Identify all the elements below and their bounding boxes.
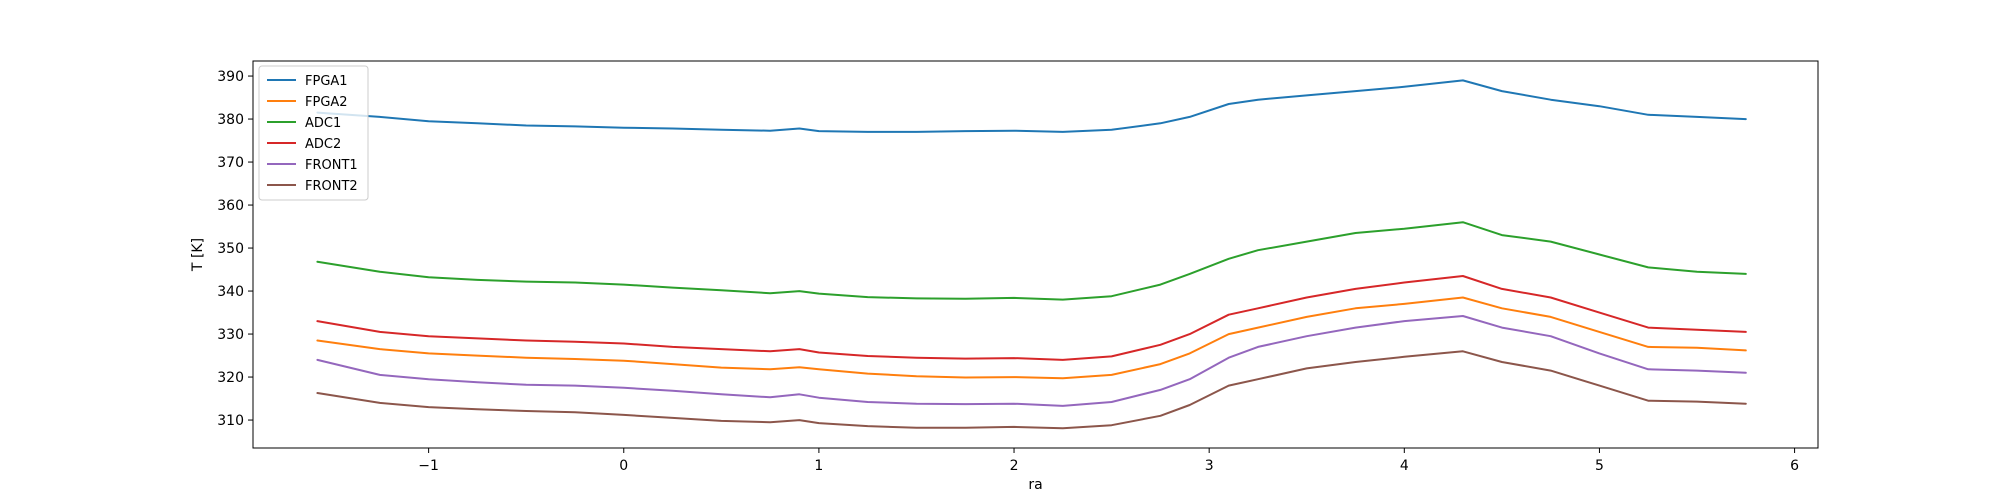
y-tick-label: 340 [217, 284, 244, 300]
y-axis: 310 320 330 340 350 360 370 380 390 [217, 69, 253, 429]
legend: FPGA1 FPGA2 ADC1 ADC2 FRONT1 FRONT2 [258, 65, 369, 201]
legend-label-adc1: ADC1 [305, 116, 341, 131]
series-line-adc2 [316, 275, 1747, 361]
legend-label-front1: FRONT1 [305, 158, 358, 173]
series-line-fpga1 [316, 79, 1747, 133]
y-tick-label: 330 [217, 327, 244, 343]
x-tick-label: −1 [418, 458, 439, 474]
x-tick-label: 6 [1790, 458, 1799, 474]
series-layer [316, 79, 1747, 430]
plot-frame [252, 60, 1819, 449]
plot-area [252, 60, 1819, 449]
legend-label-fpga2: FPGA2 [305, 95, 348, 110]
x-axis-title: ra [1028, 477, 1042, 493]
y-tick-label: 310 [217, 413, 244, 429]
series-line-front1 [316, 315, 1747, 407]
y-tick-label: 350 [217, 241, 244, 257]
legend-label-fpga1: FPGA1 [305, 74, 348, 89]
x-tick-label: 1 [814, 458, 823, 474]
y-tick-label: 360 [217, 198, 244, 214]
x-tick-label: 3 [1205, 458, 1214, 474]
x-tick-label: 4 [1400, 458, 1409, 474]
y-tick-label: 370 [217, 155, 244, 171]
x-tick-label: 2 [1010, 458, 1019, 474]
legend-box [258, 65, 369, 201]
legend-label-front2: FRONT2 [305, 179, 358, 194]
legend-label-adc2: ADC2 [305, 137, 341, 152]
series-line-front2 [316, 350, 1747, 430]
x-tick-label: 5 [1595, 458, 1604, 474]
y-tick-label: 320 [217, 370, 244, 386]
y-tick-label: 390 [217, 69, 244, 85]
x-axis: −1 0 1 2 3 4 5 6 [418, 448, 1799, 474]
y-axis-title: T [K] [190, 238, 206, 272]
series-line-fpga2 [316, 296, 1747, 380]
x-tick-label: 0 [619, 458, 628, 474]
series-line-adc1 [316, 221, 1747, 301]
y-tick-label: 380 [217, 112, 244, 128]
